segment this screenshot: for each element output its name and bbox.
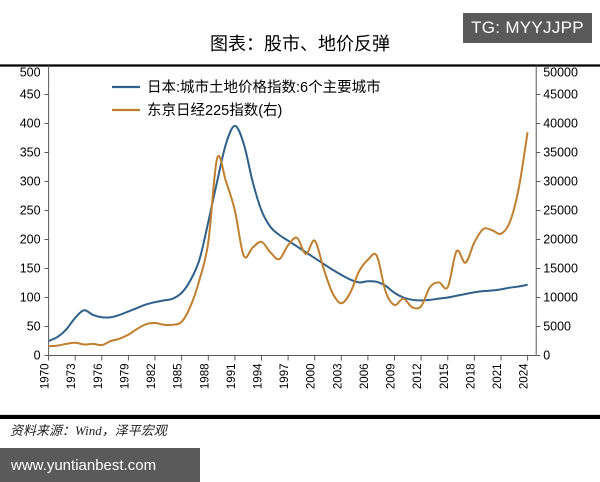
svg-text:350: 350: [20, 146, 41, 160]
svg-text:450: 450: [20, 88, 41, 102]
svg-text:2018: 2018: [465, 364, 477, 390]
svg-text:10000: 10000: [543, 291, 578, 305]
svg-text:50: 50: [27, 320, 41, 334]
svg-text:45000: 45000: [543, 88, 578, 102]
svg-text:1994: 1994: [253, 363, 265, 389]
svg-text:20000: 20000: [543, 233, 578, 247]
svg-text:15000: 15000: [543, 262, 578, 276]
svg-text:1970: 1970: [40, 364, 52, 390]
svg-text:2003: 2003: [332, 364, 344, 390]
svg-text:2000: 2000: [306, 364, 318, 390]
svg-text:2006: 2006: [359, 364, 371, 390]
svg-text:150: 150: [20, 262, 41, 276]
svg-text:100: 100: [20, 291, 41, 305]
svg-text:200: 200: [20, 233, 41, 247]
svg-text:1979: 1979: [119, 364, 131, 390]
svg-text:250: 250: [20, 204, 41, 218]
svg-text:500: 500: [20, 66, 41, 80]
svg-text:50000: 50000: [543, 66, 578, 80]
svg-text:1988: 1988: [199, 364, 211, 390]
svg-text:30000: 30000: [543, 175, 578, 189]
svg-text:2012: 2012: [412, 364, 424, 390]
svg-text:25000: 25000: [543, 204, 578, 218]
svg-text:1973: 1973: [66, 364, 78, 390]
svg-text:1976: 1976: [93, 364, 105, 390]
svg-text:40000: 40000: [543, 117, 578, 131]
svg-text:400: 400: [20, 117, 41, 131]
svg-text:2009: 2009: [386, 364, 398, 390]
svg-text:0: 0: [34, 349, 41, 363]
svg-text:35000: 35000: [543, 146, 578, 160]
svg-text:1985: 1985: [173, 364, 185, 390]
svg-text:1982: 1982: [146, 364, 158, 390]
svg-text:2015: 2015: [439, 364, 451, 390]
svg-text:2024: 2024: [519, 363, 531, 389]
svg-text:300: 300: [20, 175, 41, 189]
svg-text:1991: 1991: [226, 364, 238, 390]
svg-text:1997: 1997: [279, 364, 291, 390]
svg-text:5000: 5000: [543, 320, 571, 334]
svg-text:2021: 2021: [492, 364, 504, 390]
svg-text:0: 0: [543, 349, 550, 363]
